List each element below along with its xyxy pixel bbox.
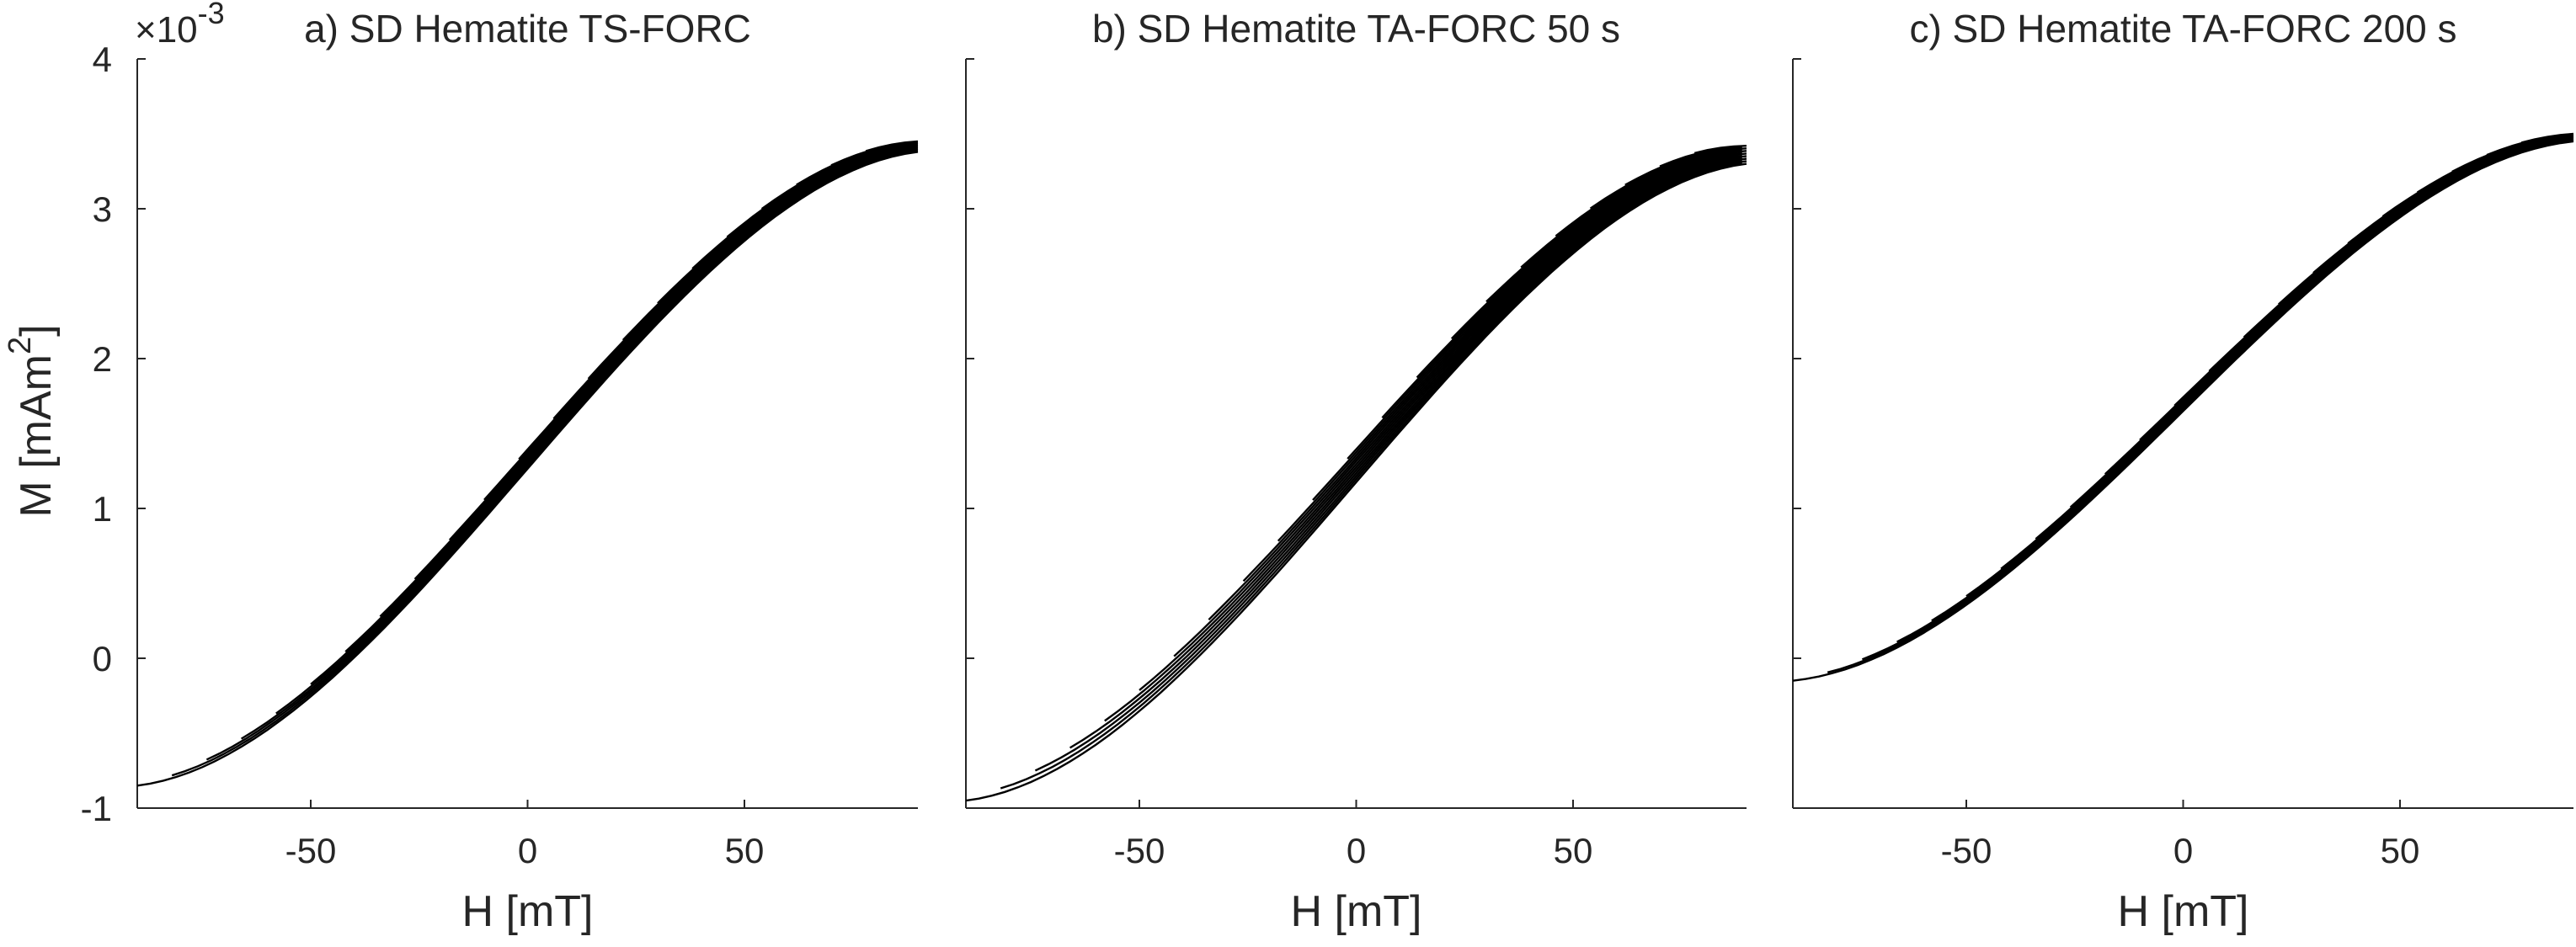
panel-title: c) SD Hematite TA-FORC 200 s (1909, 7, 2456, 51)
forc-curve (1139, 159, 1738, 691)
forc-curve (1069, 160, 1747, 749)
y-axis-label: M [mAm2] (3, 324, 61, 517)
forc-curve (965, 162, 1747, 802)
forc-curve (1242, 157, 1738, 583)
forc-curve (1555, 148, 1738, 237)
forc-curve (865, 140, 919, 152)
forc-curve (1312, 154, 1742, 501)
y-tick-label: 2 (93, 339, 112, 379)
forc-curve (1347, 154, 1738, 460)
x-tick-label: 50 (2381, 831, 2420, 870)
panel-title: b) SD Hematite TA-FORC 50 s (1092, 7, 1620, 51)
x-tick-label: 0 (2173, 831, 2193, 870)
panel-2: b) SD Hematite TA-FORC 50 s -50 0 50 H [mT] (965, 7, 1747, 936)
forc-curve (1485, 150, 1747, 303)
x-axis-label: H [mT] (462, 887, 594, 936)
y-tick-label: 1 (93, 489, 112, 529)
x-tick-label: -50 (1114, 831, 1165, 870)
forc-curves (136, 140, 919, 787)
forc-curve (1416, 152, 1742, 379)
y-tick-label: 3 (93, 189, 112, 229)
x-tick-label: 50 (725, 831, 765, 870)
forc-curves (1792, 132, 2574, 682)
forc-curve (1104, 159, 1742, 722)
forc-curves (965, 145, 1747, 802)
forc-curve (1000, 162, 1743, 790)
forc-curve (1381, 152, 1747, 419)
x-axis-label: H [mT] (2118, 887, 2249, 936)
x-tick-label: 50 (1554, 831, 1593, 870)
forc-curve (1277, 155, 1747, 542)
y-axis-exponent: ×10-3 (135, 0, 225, 51)
forc-curve (1173, 157, 1747, 657)
y-tick-label: -1 (81, 789, 112, 828)
panel-1: a) SD Hematite TS-FORC -50 0 50 -1 0 1 2 3 4 H [mT… (81, 7, 919, 936)
forc-curve (1624, 146, 1742, 186)
forc-curve (2520, 132, 2574, 144)
x-tick-label: -50 (1941, 831, 1992, 870)
y-tick-label: 4 (93, 40, 112, 79)
x-tick-label: 0 (1347, 831, 1366, 870)
x-tick-label: 0 (518, 831, 537, 870)
x-axis-label: H [mT] (1291, 887, 1422, 936)
chart-panels: a) SD Hematite TS-FORC -50 0 50 -1 0 1 2 3 4 H [mT… (81, 7, 2574, 936)
panel-title: a) SD Hematite TS-FORC (304, 7, 751, 51)
y-tick-label: 0 (93, 639, 112, 678)
panel-3: c) SD Hematite TA-FORC 200 s -50 0 50 H [mT] (1792, 7, 2574, 936)
forc-curve (1208, 157, 1742, 621)
forc-curve (1450, 151, 1738, 340)
forc-curve (1034, 162, 1738, 772)
forc-curve (1693, 145, 1747, 155)
x-tick-label: -50 (285, 831, 337, 870)
